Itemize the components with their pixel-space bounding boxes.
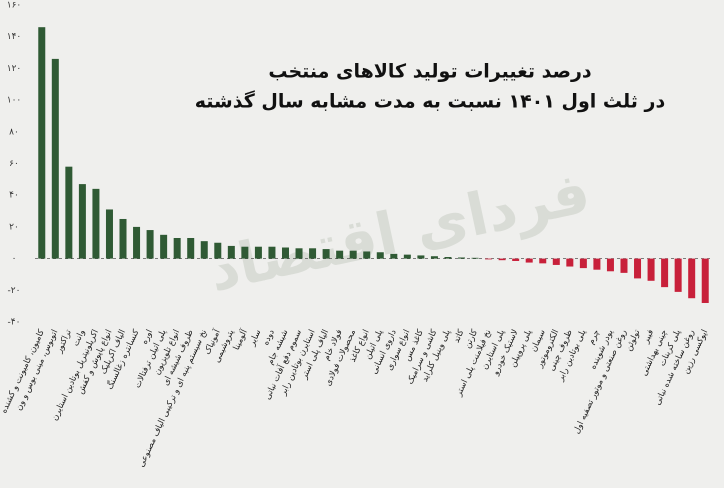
bar	[38, 27, 46, 259]
bar	[173, 237, 181, 259]
bar	[133, 226, 141, 259]
bar	[661, 258, 669, 288]
bar	[200, 241, 208, 259]
bar	[105, 209, 113, 259]
bar	[674, 258, 682, 292]
y-tick-label: ۸۰	[9, 127, 19, 137]
bar	[539, 258, 547, 264]
bar	[322, 249, 330, 259]
bar	[160, 234, 168, 259]
y-tick-label: ۲۰	[9, 222, 19, 232]
y-tick-label: ۱۲۰	[7, 64, 22, 74]
bar	[390, 253, 398, 259]
chart-title: در ثلث اول ۱۴۰۱ نسبت به مدت مشابه سال گذ…	[195, 90, 666, 113]
bar	[485, 258, 493, 260]
bar	[647, 258, 655, 281]
bar	[430, 256, 438, 259]
bar	[309, 248, 317, 259]
bar	[688, 258, 696, 299]
bar	[593, 258, 601, 270]
bar	[65, 166, 73, 259]
bar	[254, 246, 262, 259]
bar	[566, 258, 574, 267]
bar	[634, 258, 642, 279]
bar	[241, 246, 249, 259]
bar	[214, 242, 222, 259]
bar	[349, 250, 357, 259]
bar	[525, 258, 533, 263]
bar	[376, 252, 384, 259]
bar	[458, 257, 466, 259]
bar	[187, 237, 195, 259]
y-tick-label: ۰	[12, 254, 17, 264]
bar	[620, 258, 628, 273]
bar	[498, 258, 506, 261]
bar	[78, 184, 86, 259]
bar	[51, 58, 59, 259]
bar	[512, 258, 520, 261]
bar	[119, 218, 127, 259]
bar	[606, 258, 614, 272]
bar	[363, 251, 371, 259]
bar	[227, 245, 235, 259]
bar	[403, 254, 411, 259]
bar	[295, 248, 303, 259]
bar	[417, 255, 425, 259]
y-tick-label: -۲۰	[8, 286, 21, 296]
chart-title: درصد تغییرات تولید کالاهای منتخب	[268, 61, 592, 83]
bar	[281, 247, 289, 259]
bar	[146, 230, 154, 259]
bar	[336, 250, 344, 259]
bar	[268, 246, 276, 259]
bar	[552, 258, 560, 265]
bar	[92, 188, 100, 259]
bar	[471, 257, 479, 259]
y-tick-label: ۴۰	[9, 191, 19, 201]
y-tick-label: -۴۰	[8, 318, 21, 328]
y-tick-label: ۱۶۰	[7, 1, 22, 11]
bar	[444, 257, 452, 259]
x-tick-label: سایر	[247, 328, 264, 348]
y-tick-label: ۱۰۰	[7, 96, 22, 106]
bar	[579, 258, 587, 269]
watermark: فردای اقتصاد	[203, 158, 596, 306]
y-tick-label: ۶۰	[9, 159, 19, 169]
bar	[701, 258, 709, 303]
y-tick-label: ۱۴۰	[7, 32, 22, 42]
